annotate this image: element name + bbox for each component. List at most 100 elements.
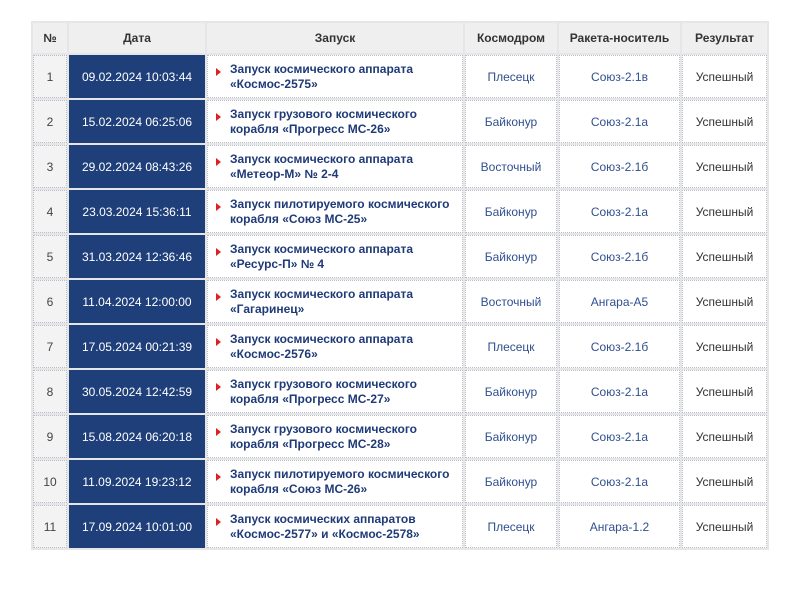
row-number: 10: [33, 460, 67, 503]
launch-link[interactable]: Запуск космического аппарата «Космос-257…: [230, 61, 414, 91]
launch-link[interactable]: Запуск космического аппарата «Гагаринец»: [230, 286, 414, 316]
cosmodrome-link[interactable]: Байконур: [465, 415, 557, 458]
launch-link[interactable]: Запуск грузового космического корабля «П…: [230, 421, 418, 451]
rocket-link[interactable]: Союз-2.1а: [559, 370, 680, 413]
launch-date: 23.03.2024 15:36:11: [69, 190, 205, 233]
launch-link[interactable]: Запуск грузового космического корабля «П…: [230, 376, 418, 406]
arrow-right-icon: [216, 68, 221, 76]
header-launch: Запуск: [207, 23, 463, 53]
cosmodrome-link[interactable]: Плесецк: [465, 325, 557, 368]
row-number: 6: [33, 280, 67, 323]
launch-result: Успешный: [682, 145, 767, 188]
rocket-link[interactable]: Союз-2.1в: [559, 55, 680, 98]
row-number: 1: [33, 55, 67, 98]
launch-date: 30.05.2024 12:42:59: [69, 370, 205, 413]
launch-cell[interactable]: Запуск грузового космического корабля «П…: [207, 415, 463, 458]
rocket-link[interactable]: Ангара-1.2: [559, 505, 680, 548]
launch-link[interactable]: Запуск пилотируемого космического корабл…: [230, 466, 450, 496]
row-number: 3: [33, 145, 67, 188]
rocket-link[interactable]: Союз-2.1а: [559, 415, 680, 458]
launch-link[interactable]: Запуск космического аппарата «Метеор-М» …: [230, 151, 414, 181]
arrow-right-icon: [216, 428, 221, 436]
table-row: 2 15.02.2024 06:25:06 Запуск грузового кос…: [33, 100, 767, 143]
launch-cell[interactable]: Запуск пилотируемого космического корабл…: [207, 190, 463, 233]
row-number: 4: [33, 190, 67, 233]
launch-date: 15.02.2024 06:25:06: [69, 100, 205, 143]
launch-cell[interactable]: Запуск пилотируемого космического корабл…: [207, 460, 463, 503]
table-row: 9 15.08.2024 06:20:18 Запуск грузового кос…: [33, 415, 767, 458]
launch-date: 17.09.2024 10:01:00: [69, 505, 205, 548]
arrow-right-icon: [216, 338, 221, 346]
launch-cell[interactable]: Запуск космического аппарата «Ресурс-П» …: [207, 235, 463, 278]
cosmodrome-link[interactable]: Байконур: [465, 100, 557, 143]
launch-date: 11.04.2024 12:00:00: [69, 280, 205, 323]
launch-result: Успешный: [682, 55, 767, 98]
cosmodrome-link[interactable]: Байконур: [465, 460, 557, 503]
rocket-link[interactable]: Ангара-А5: [559, 280, 680, 323]
launch-result: Успешный: [682, 415, 767, 458]
launch-cell[interactable]: Запуск космических аппаратов «Космос-257…: [207, 505, 463, 548]
header-number: №: [33, 23, 67, 53]
cosmodrome-link[interactable]: Байконур: [465, 370, 557, 413]
launch-cell[interactable]: Запуск космического аппарата «Космос-257…: [207, 55, 463, 98]
cosmodrome-link[interactable]: Плесецк: [465, 55, 557, 98]
launch-result: Успешный: [682, 370, 767, 413]
table-row: 8 30.05.2024 12:42:59 Запуск грузового кос…: [33, 370, 767, 413]
arrow-right-icon: [216, 158, 221, 166]
launch-link[interactable]: Запуск космического аппарата «Ресурс-П» …: [230, 241, 414, 271]
table-row: 1 09.02.2024 10:03:44 Запуск космического …: [33, 55, 767, 98]
launch-result: Успешный: [682, 100, 767, 143]
launch-date: 15.08.2024 06:20:18: [69, 415, 205, 458]
arrow-right-icon: [216, 473, 221, 481]
rocket-link[interactable]: Союз-2.1б: [559, 235, 680, 278]
launch-cell[interactable]: Запуск грузового космического корабля «П…: [207, 370, 463, 413]
rocket-link[interactable]: Союз-2.1б: [559, 145, 680, 188]
arrow-right-icon: [216, 248, 221, 256]
header-row: № Дата Запуск Космодром Ракета-носитель …: [33, 23, 767, 53]
launch-result: Успешный: [682, 325, 767, 368]
launch-date: 11.09.2024 19:23:12: [69, 460, 205, 503]
table-row: 10 11.09.2024 19:23:12 Запуск пилотируемог…: [33, 460, 767, 503]
launch-date: 29.02.2024 08:43:26: [69, 145, 205, 188]
cosmodrome-link[interactable]: Восточный: [465, 145, 557, 188]
launch-link[interactable]: Запуск грузового космического корабля «П…: [230, 106, 418, 136]
launch-cell[interactable]: Запуск космического аппарата «Космос-257…: [207, 325, 463, 368]
table-row: 3 29.02.2024 08:43:26 Запуск космического …: [33, 145, 767, 188]
launch-cell[interactable]: Запуск космического аппарата «Гагаринец»: [207, 280, 463, 323]
launch-result: Успешный: [682, 460, 767, 503]
arrow-right-icon: [216, 518, 221, 526]
cosmodrome-link[interactable]: Восточный: [465, 280, 557, 323]
row-number: 2: [33, 100, 67, 143]
table-row: 11 17.09.2024 10:01:00 Запуск космических …: [33, 505, 767, 548]
launch-link[interactable]: Запуск космического аппарата «Космос-257…: [230, 331, 414, 361]
cosmodrome-link[interactable]: Байконур: [465, 235, 557, 278]
launch-result: Успешный: [682, 190, 767, 233]
table-row: 4 23.03.2024 15:36:11 Запуск пилотируемого…: [33, 190, 767, 233]
launch-result: Успешный: [682, 505, 767, 548]
launch-cell[interactable]: Запуск космического аппарата «Метеор-М» …: [207, 145, 463, 188]
rocket-link[interactable]: Союз-2.1б: [559, 325, 680, 368]
row-number: 5: [33, 235, 67, 278]
cosmodrome-link[interactable]: Байконур: [465, 190, 557, 233]
arrow-right-icon: [216, 203, 221, 211]
row-number: 7: [33, 325, 67, 368]
launch-result: Успешный: [682, 235, 767, 278]
arrow-right-icon: [216, 383, 221, 391]
rocket-link[interactable]: Союз-2.1а: [559, 100, 680, 143]
launch-link[interactable]: Запуск пилотируемого космического корабл…: [230, 196, 450, 226]
launch-result: Успешный: [682, 280, 767, 323]
launch-date: 09.02.2024 10:03:44: [69, 55, 205, 98]
header-rocket: Ракета-носитель: [559, 23, 680, 53]
launch-date: 31.03.2024 12:36:46: [69, 235, 205, 278]
launch-cell[interactable]: Запуск грузового космического корабля «П…: [207, 100, 463, 143]
cosmodrome-link[interactable]: Плесецк: [465, 505, 557, 548]
row-number: 9: [33, 415, 67, 458]
header-date: Дата: [69, 23, 205, 53]
launch-link[interactable]: Запуск космических аппаратов «Космос-257…: [230, 511, 420, 541]
rocket-link[interactable]: Союз-2.1а: [559, 460, 680, 503]
launch-date: 17.05.2024 00:21:39: [69, 325, 205, 368]
rocket-link[interactable]: Союз-2.1а: [559, 190, 680, 233]
row-number: 8: [33, 370, 67, 413]
table-row: 5 31.03.2024 12:36:46 Запуск космического …: [33, 235, 767, 278]
launches-table: № Дата Запуск Космодром Ракета-носитель …: [31, 21, 769, 550]
